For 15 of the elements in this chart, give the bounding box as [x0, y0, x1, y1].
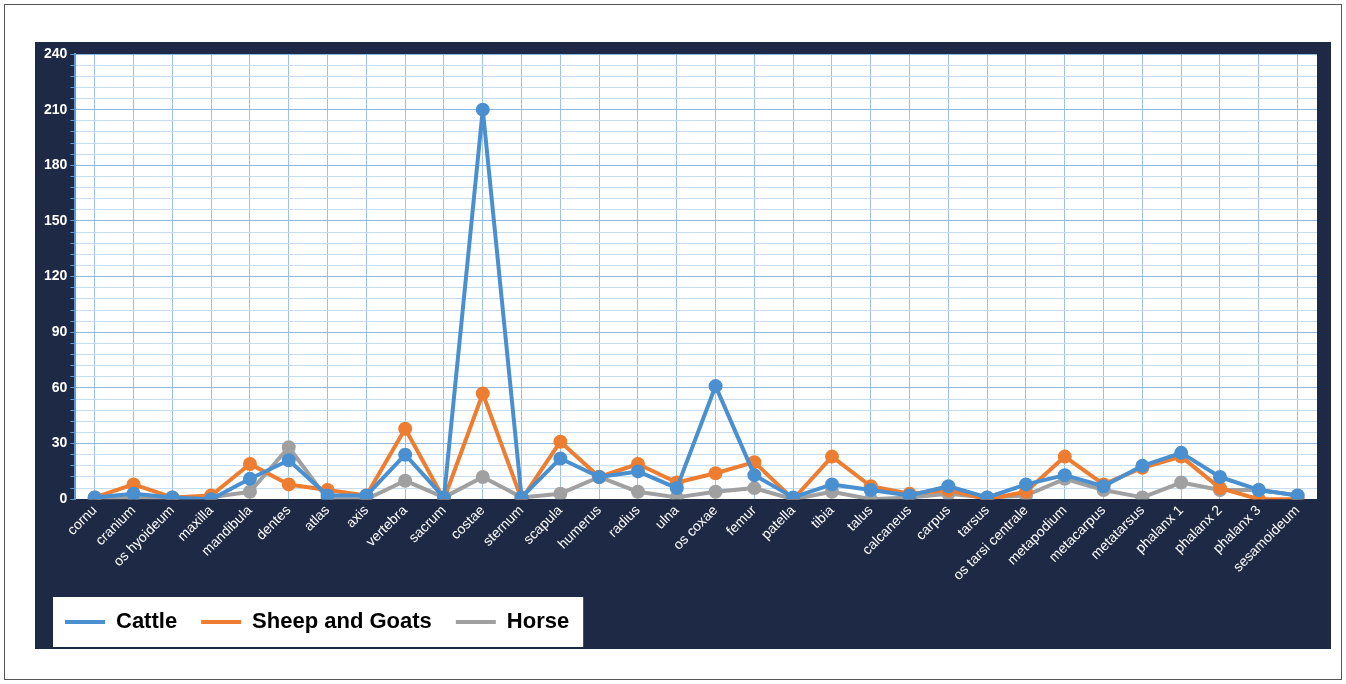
y-tick-label: 210	[44, 100, 68, 117]
x-tick-label: tibia	[807, 501, 837, 532]
legend-label: Horse	[506, 608, 570, 634]
y-tick-label: 60	[51, 378, 68, 395]
x-tick-label: ulna	[651, 501, 682, 532]
y-tick-label: 120	[44, 267, 68, 284]
x-tick-label: axis	[342, 501, 372, 531]
y-tick-label: 150	[44, 211, 68, 228]
y-tick-label: 0	[59, 490, 68, 507]
y-tick-label: 30	[51, 434, 68, 451]
y-tick-label: 180	[44, 156, 68, 173]
legend-label: Sheep and Goats	[252, 608, 432, 634]
y-tick-label: 240	[44, 44, 68, 61]
legend-label: Cattle	[116, 608, 178, 634]
y-tick-label: 90	[51, 323, 68, 340]
